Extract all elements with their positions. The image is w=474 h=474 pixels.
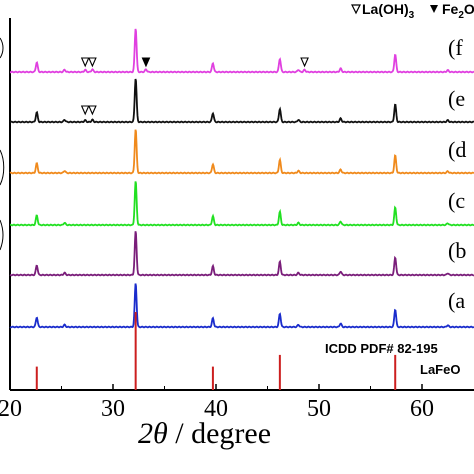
left-edge-bracket xyxy=(0,37,4,59)
xrd-trace-3 xyxy=(9,129,474,175)
phase-markers xyxy=(80,57,309,116)
e-open-triangle-marker-2 xyxy=(88,105,97,116)
reference-label-line1: ICDD PDF# 82-195 xyxy=(325,341,438,356)
curve-label-6: (a xyxy=(448,288,465,313)
x-tick-label-40: 40 xyxy=(204,396,228,422)
f-filled-triangle-marker-1 xyxy=(141,57,151,68)
curve-label-2: (e xyxy=(448,86,465,111)
legend-la-oh3: La(OH)3 xyxy=(362,1,415,21)
f-open-triangle-marker-1 xyxy=(80,57,90,68)
curve-label-5: (b xyxy=(448,238,466,263)
legend: La(OH)3 Fe2O xyxy=(351,1,474,21)
xrd-trace-6 xyxy=(9,283,474,329)
curve-label-4: (c xyxy=(448,188,465,213)
reference-label: ICDD PDF# 82-195 LaFeO xyxy=(325,341,460,377)
xrd-trace-5 xyxy=(9,231,474,277)
plot-frame xyxy=(0,18,474,391)
x-tick-label-60: 60 xyxy=(410,396,434,422)
legend-open-triangle-marker xyxy=(351,4,361,15)
x-tick-label-20: 20 xyxy=(0,396,22,422)
curve-label-1: (f xyxy=(448,35,463,60)
curve-label-3: (d xyxy=(448,137,466,162)
f-open-triangle-marker-3 xyxy=(300,57,309,68)
reference-bars xyxy=(35,312,397,390)
f-open-triangle-marker-2 xyxy=(88,57,97,68)
xrd-trace-4 xyxy=(10,181,474,227)
left-edge-bracket-2 xyxy=(0,149,5,186)
x-tick-label-30: 30 xyxy=(101,396,125,422)
xrd-trace-1 xyxy=(10,28,474,74)
x-axis-title: 2θ / degree xyxy=(138,417,271,450)
x-ticks: 203040506070 xyxy=(0,384,434,422)
xrd-trace-2 xyxy=(9,78,474,124)
x-tick-label-50: 50 xyxy=(307,396,331,422)
curve-labels: (f (e (d (c (b (a xyxy=(448,35,466,313)
legend-fe2o: Fe2O xyxy=(442,1,474,21)
left-edge-bracket-3 xyxy=(0,219,4,251)
e-open-triangle-marker-1 xyxy=(80,105,90,116)
traces xyxy=(9,28,474,329)
reference-label-line2: LaFeO xyxy=(420,362,460,377)
legend-filled-triangle-marker xyxy=(430,5,438,13)
